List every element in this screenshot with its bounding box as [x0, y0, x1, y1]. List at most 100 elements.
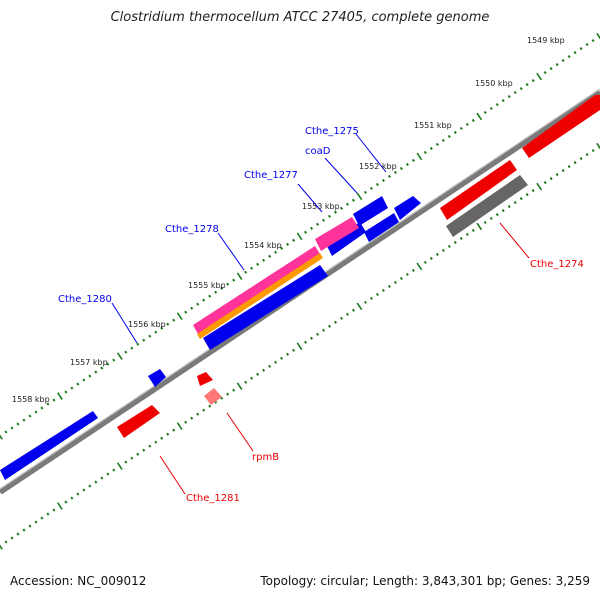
gene-rpmB[interactable] — [197, 372, 213, 386]
scale-tick-minor — [519, 196, 523, 201]
scale-tick-major — [536, 182, 543, 191]
scale-tick-minor — [280, 246, 284, 250]
scale-tick-minor — [124, 350, 128, 354]
scale-ticks-outer — [0, 32, 600, 440]
scale-tick-minor — [172, 318, 176, 322]
gene-cthe-1280[interactable] — [0, 411, 98, 480]
scale-tick-minor — [196, 302, 200, 306]
scale-tick-minor — [208, 404, 212, 408]
scale-tick-minor — [256, 262, 260, 266]
rna-feature-long[interactable] — [193, 246, 320, 334]
scale-tick-minor — [531, 188, 535, 193]
gene-cthe-1273[interactable] — [522, 95, 600, 158]
scale-label: 1556 kbp — [128, 320, 166, 329]
scale-tick-minor — [268, 254, 272, 258]
scale-tick-minor — [160, 326, 164, 330]
scale-tick-minor — [148, 444, 152, 448]
gene-cthe-1278[interactable] — [203, 265, 328, 350]
scale-tick-minor — [262, 368, 266, 372]
gene-cthe-1274-pseudo[interactable] — [446, 175, 528, 237]
scale-tick-major — [416, 152, 423, 161]
scale-tick-minor — [363, 300, 367, 304]
scale-tick-minor — [202, 408, 206, 412]
scale-tick-major — [57, 392, 63, 400]
scale-tick-minor — [88, 374, 92, 378]
scale-tick-minor — [34, 520, 38, 524]
rna-feature-short[interactable] — [315, 217, 359, 251]
scale-tick-minor — [495, 212, 499, 217]
scale-tick-minor — [333, 210, 337, 214]
scale-tick-minor — [549, 177, 553, 181]
scale-tick-minor — [591, 149, 595, 153]
scale-tick-minor — [447, 244, 451, 249]
scale-tick-minor — [130, 346, 134, 350]
scale-tick-minor — [262, 258, 266, 262]
scale-label: 1552 kbp — [359, 162, 397, 171]
scale-tick-minor — [28, 524, 32, 528]
scale-tick-minor — [327, 324, 331, 328]
gene-label-coaD[interactable]: coaD — [305, 146, 331, 157]
scale-tick-major — [236, 272, 243, 281]
scale-tick-minor — [100, 476, 104, 480]
scale-tick-minor — [64, 500, 68, 504]
scale-tick-minor — [34, 410, 38, 414]
scale-tick-minor — [286, 352, 290, 356]
scale-tick-major — [296, 342, 303, 351]
scale-tick-minor — [351, 198, 355, 202]
gene-label-cthe-1275[interactable]: Cthe_1275 — [305, 126, 359, 137]
scale-tick-minor — [232, 388, 236, 392]
gene-coaD[interactable] — [326, 222, 366, 256]
scale-label: 1558 kbp — [12, 395, 50, 404]
scale-tick-minor — [489, 106, 493, 111]
gene-label-cthe-1280[interactable]: Cthe_1280 — [58, 294, 112, 305]
rna-genes — [193, 217, 359, 339]
scale-tick-minor — [22, 418, 26, 422]
scale-tick-minor — [423, 260, 427, 264]
genome-summary-text: Topology: circular; Length: 3,843,301 bp… — [260, 574, 590, 588]
gene-small-blue[interactable] — [148, 369, 166, 387]
scale-tick-minor — [154, 330, 158, 334]
scale-tick-major — [596, 32, 600, 40]
scale-tick-major — [416, 262, 423, 271]
gene-label-cthe-1274[interactable]: Cthe_1274 — [530, 259, 584, 270]
gene-cthe-1281[interactable] — [117, 405, 160, 438]
scale-tick-minor — [435, 252, 439, 257]
scale-tick-minor — [393, 170, 397, 174]
scale-tick-minor — [567, 55, 571, 59]
gene-label-cthe-1281[interactable]: Cthe_1281 — [186, 493, 240, 504]
scale-tick-minor — [46, 512, 50, 516]
scale-tick-minor — [184, 310, 188, 314]
gene-label-rpmB[interactable]: rpmB — [252, 452, 279, 463]
scale-tick-minor — [52, 398, 56, 402]
scale-tick-minor — [423, 150, 427, 154]
scale-tick-major — [536, 72, 543, 81]
scale-tick-minor — [226, 392, 230, 396]
scale-label: 1550 kbp — [475, 79, 513, 88]
scale-tick-minor — [184, 420, 188, 424]
scale-tick-minor — [393, 280, 397, 284]
scale-tick-minor — [573, 161, 577, 165]
scale-tick-minor — [142, 448, 146, 452]
scale-tick-minor — [220, 286, 224, 290]
gene-cthe-1277-inner[interactable] — [364, 213, 399, 242]
gene-cthe-1274[interactable] — [440, 160, 517, 220]
scale-tick-major — [296, 232, 303, 241]
gene-label-cthe-1278[interactable]: Cthe_1278 — [165, 224, 219, 235]
scale-tick-minor — [154, 440, 158, 444]
orange-feature[interactable] — [197, 253, 323, 339]
scale-tick-minor — [375, 292, 379, 296]
gene-cthe-1276[interactable] — [394, 196, 421, 220]
gene-label-cthe-1277[interactable]: Cthe_1277 — [244, 170, 298, 181]
scale-tick-minor — [256, 372, 260, 376]
scale-tick-minor — [142, 338, 146, 342]
scale-tick-minor — [310, 336, 314, 340]
scale-tick-minor — [70, 386, 74, 390]
gene-cthe-1275[interactable] — [353, 196, 388, 226]
scale-tick-minor — [112, 468, 116, 472]
scale-tick-minor — [447, 134, 451, 139]
scale-tick-minor — [405, 272, 409, 276]
scale-tick-major — [57, 502, 63, 510]
scale-tick-minor — [519, 86, 523, 91]
gene-rpmB-pseudo[interactable] — [204, 388, 222, 405]
